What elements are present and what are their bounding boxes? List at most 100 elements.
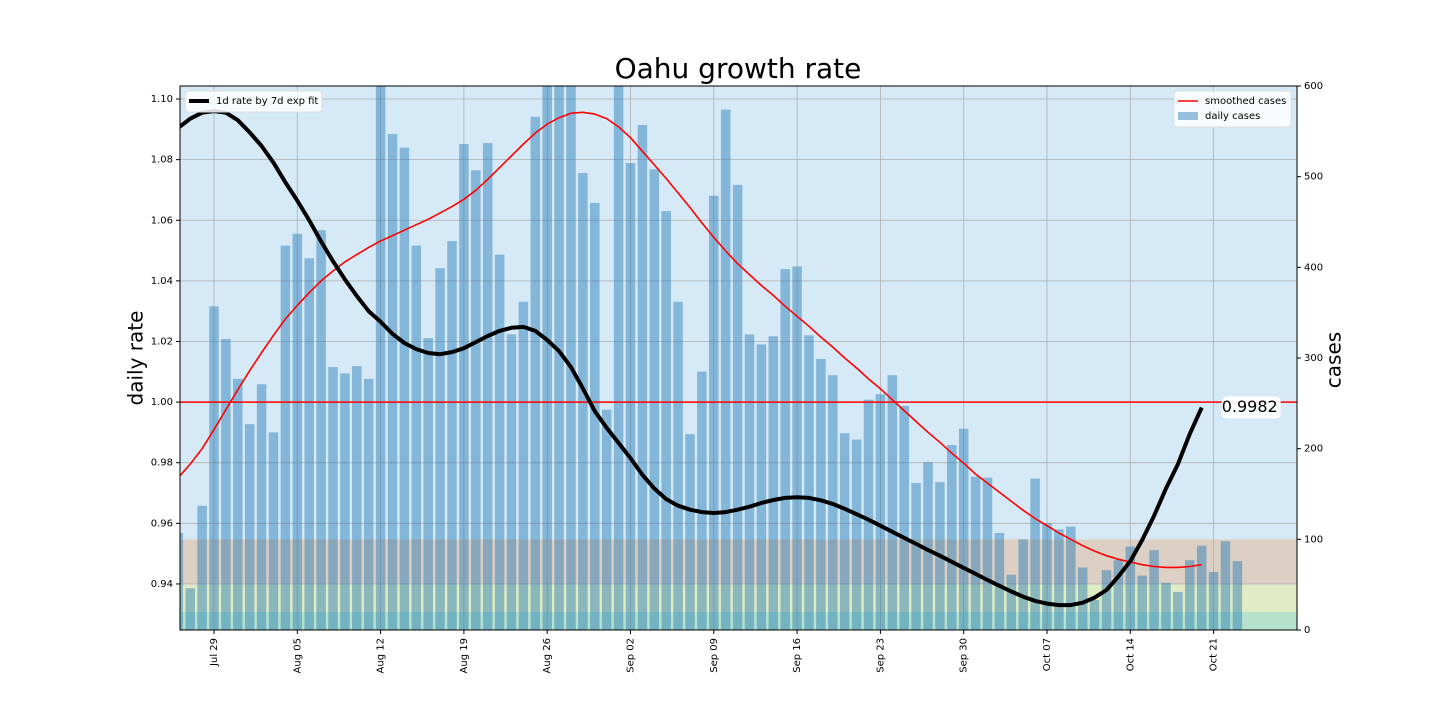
bar	[197, 505, 207, 630]
x-tick-label: Sep 02	[626, 638, 637, 673]
bar	[280, 245, 291, 630]
bar	[590, 202, 600, 630]
y2-tick-label: 300	[1304, 353, 1323, 364]
bar	[518, 301, 529, 630]
bar	[1125, 546, 1136, 630]
y2-axis-label: cases	[1322, 332, 1346, 388]
bar	[792, 266, 802, 630]
bar	[1030, 478, 1040, 630]
band	[180, 86, 1297, 540]
y-axis-label: daily rate	[124, 311, 148, 406]
y2-tick-label: 200	[1304, 444, 1323, 455]
bar	[292, 233, 303, 630]
plot-area	[180, 86, 1297, 630]
bar	[744, 334, 755, 630]
bar	[316, 230, 326, 630]
bar	[1018, 539, 1028, 630]
x-tick-label: Oct 21	[1209, 638, 1220, 671]
bar	[363, 378, 374, 630]
bar	[994, 532, 1005, 630]
bar	[732, 184, 743, 630]
bar	[494, 254, 505, 630]
x-tick-label: Aug 12	[376, 638, 387, 673]
bar	[780, 269, 790, 630]
annotation: 0.9982	[1222, 397, 1278, 416]
line	[180, 109, 1204, 608]
y-tick-label: 1.06	[151, 215, 173, 226]
y-tick-label: 1.08	[151, 155, 173, 166]
bar	[459, 144, 469, 630]
bar	[923, 462, 933, 630]
band	[180, 539, 1297, 585]
plot-frame	[179, 85, 1298, 631]
bar	[304, 258, 314, 630]
x-tick-label: Aug 05	[292, 638, 303, 673]
bar	[375, 86, 386, 630]
bar	[982, 477, 993, 630]
x-tick-label: Jul 29	[209, 638, 220, 667]
x-tick-label: Oct 07	[1042, 638, 1053, 671]
x-tick-label: Sep 09	[709, 638, 720, 673]
bar	[423, 338, 433, 630]
bar	[613, 86, 624, 630]
legend-label: daily cases	[1205, 111, 1260, 122]
x-tick-label: Aug 19	[459, 638, 470, 673]
bar	[1137, 575, 1147, 630]
bar	[554, 86, 564, 630]
bar	[637, 124, 648, 630]
legend-label: 1d rate by 7d exp fit	[216, 96, 318, 107]
y-tick-label: 1.02	[151, 336, 173, 347]
bar	[839, 433, 850, 630]
bar	[328, 367, 338, 630]
bar	[1077, 567, 1088, 630]
legend-box	[184, 90, 323, 113]
y-tick-label: 0.94	[151, 579, 173, 590]
bar	[340, 373, 350, 630]
bar	[661, 211, 671, 630]
bar	[387, 134, 398, 630]
bar	[233, 378, 243, 630]
legend-box	[1173, 90, 1292, 128]
bar	[566, 86, 576, 630]
bar	[268, 432, 279, 630]
bar	[185, 588, 195, 630]
bar	[697, 371, 707, 630]
bar	[399, 147, 410, 630]
bar	[947, 445, 957, 630]
bar	[542, 86, 552, 630]
bar	[1208, 571, 1219, 630]
bar	[601, 409, 612, 630]
bar	[851, 439, 862, 630]
bar	[1101, 570, 1112, 630]
bar	[1089, 600, 1100, 630]
bar	[720, 109, 731, 630]
x-tick-label: Sep 30	[959, 638, 970, 673]
y-tick-label: 0.98	[151, 458, 173, 469]
y-tick-label: 1.04	[151, 276, 173, 287]
legend-label: smoothed cases	[1205, 96, 1286, 107]
bar	[1113, 560, 1124, 630]
bar	[506, 334, 517, 630]
x-tick-label: Oct 14	[1125, 638, 1136, 671]
bar	[756, 344, 767, 630]
bar	[875, 394, 886, 630]
y2-tick-label: 100	[1304, 534, 1323, 545]
bar	[447, 241, 457, 630]
line	[180, 111, 1202, 569]
bar	[1220, 541, 1231, 630]
bar	[911, 483, 921, 630]
band	[180, 611, 1297, 630]
bar	[1042, 523, 1052, 630]
y-tick-label: 1.10	[151, 94, 173, 105]
bar	[1149, 550, 1159, 630]
y-tick-label: 1.00	[151, 397, 173, 408]
bar	[1232, 561, 1243, 630]
bar	[1196, 545, 1207, 630]
bar	[673, 301, 683, 630]
bar	[887, 375, 898, 630]
bar	[804, 335, 814, 630]
bar	[816, 358, 826, 630]
bar	[221, 338, 231, 630]
